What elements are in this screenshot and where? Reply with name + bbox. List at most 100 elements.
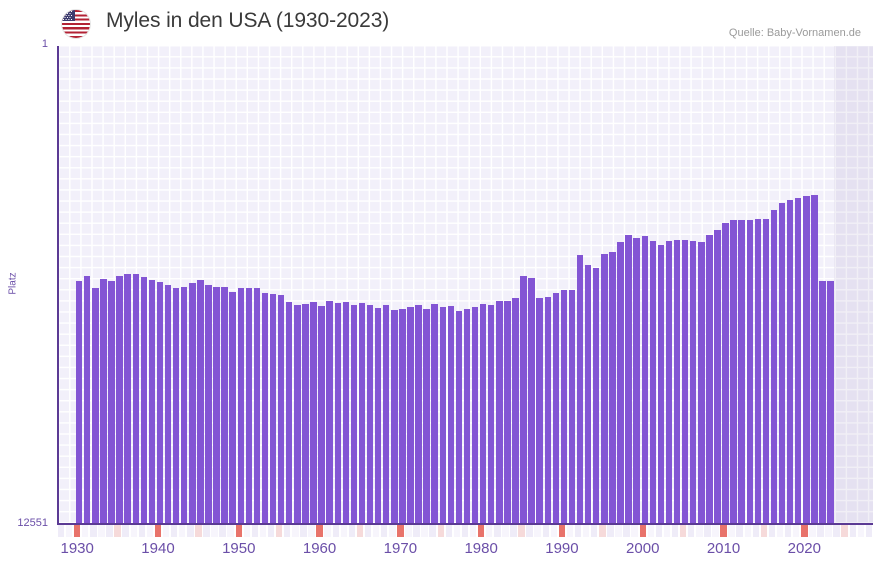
bar bbox=[770, 209, 778, 523]
bar bbox=[431, 304, 438, 523]
x-tick-cell bbox=[146, 525, 154, 537]
bar bbox=[84, 276, 91, 523]
x-tick-cell bbox=[663, 525, 671, 537]
bar bbox=[366, 305, 374, 523]
bar bbox=[504, 300, 511, 523]
bar bbox=[358, 302, 366, 523]
x-tick-cell bbox=[736, 525, 743, 537]
bar bbox=[108, 280, 115, 523]
bars-layer bbox=[59, 46, 873, 523]
x-tick-cell bbox=[73, 525, 81, 537]
x-tick-cell bbox=[558, 525, 566, 537]
x-axis-tick-label: 1990 bbox=[545, 540, 579, 557]
x-tick-cell bbox=[793, 525, 800, 537]
x-tick-cell bbox=[243, 525, 251, 537]
bar bbox=[811, 194, 818, 523]
x-tick-cell bbox=[405, 525, 412, 537]
x-tick-cell bbox=[494, 525, 501, 537]
bar bbox=[706, 234, 713, 523]
x-tick-cell bbox=[534, 525, 541, 537]
bar bbox=[269, 294, 277, 523]
bar bbox=[819, 280, 826, 523]
x-tick-cell bbox=[324, 525, 331, 537]
x-tick-cell bbox=[82, 525, 89, 537]
bar bbox=[714, 229, 721, 523]
x-tick-cell bbox=[211, 525, 218, 537]
x-tick-cell bbox=[526, 525, 533, 537]
x-tick-cell bbox=[421, 525, 428, 537]
bar bbox=[229, 291, 236, 523]
x-tick-cell bbox=[728, 525, 735, 537]
bar bbox=[738, 220, 745, 523]
bar bbox=[778, 202, 786, 523]
bar bbox=[593, 267, 600, 523]
bar bbox=[463, 309, 471, 523]
x-tick-cell bbox=[332, 525, 339, 537]
bar bbox=[132, 274, 139, 523]
bar bbox=[479, 304, 487, 523]
bar bbox=[786, 200, 794, 523]
bar bbox=[455, 310, 463, 523]
x-tick-cell bbox=[687, 525, 695, 537]
x-tick-cell bbox=[801, 525, 808, 537]
x-tick-cell bbox=[170, 525, 178, 537]
x-tick-cell bbox=[591, 525, 598, 537]
bar bbox=[601, 253, 608, 523]
x-axis-tick-label: 2010 bbox=[706, 540, 741, 557]
bar bbox=[415, 304, 422, 523]
bar bbox=[762, 218, 770, 523]
bar bbox=[164, 285, 172, 523]
bar bbox=[189, 283, 196, 523]
x-tick-cell bbox=[275, 525, 283, 537]
bar bbox=[649, 241, 657, 523]
x-tick-cell bbox=[437, 525, 444, 537]
chart-header: Myles in den USA (1930-2023) Quelle: Bab… bbox=[0, 0, 873, 46]
x-tick-cell bbox=[865, 525, 873, 537]
x-tick-cell bbox=[259, 525, 267, 537]
x-tick-cell bbox=[582, 525, 590, 537]
chart-title: Myles in den USA (1930-2023) bbox=[106, 9, 390, 32]
bar bbox=[75, 281, 83, 523]
us-flag-icon bbox=[62, 10, 90, 38]
x-tick-cell bbox=[631, 525, 638, 537]
bar bbox=[617, 241, 624, 523]
bar bbox=[294, 305, 301, 523]
x-tick-cell bbox=[542, 525, 549, 537]
bar bbox=[722, 222, 729, 523]
x-tick-cell bbox=[752, 525, 760, 537]
bar bbox=[350, 305, 358, 523]
x-tick-cell bbox=[90, 525, 97, 537]
bar bbox=[221, 287, 228, 523]
bar bbox=[633, 238, 640, 523]
bar bbox=[754, 218, 762, 523]
x-axis-tick-label: 1970 bbox=[383, 540, 418, 557]
bar bbox=[827, 280, 834, 523]
x-tick-cell bbox=[98, 525, 105, 537]
x-tick-cell bbox=[647, 525, 655, 537]
x-tick-cell bbox=[712, 525, 719, 537]
x-axis-tick-label: 1980 bbox=[464, 540, 498, 557]
x-tick-cell bbox=[655, 525, 663, 537]
bar bbox=[641, 236, 648, 523]
bar bbox=[253, 288, 261, 523]
y-axis-bottom-label: 12551 bbox=[17, 517, 48, 529]
x-tick-cell bbox=[671, 525, 679, 537]
bar bbox=[286, 302, 293, 523]
x-tick-cell bbox=[744, 525, 751, 537]
bar bbox=[334, 302, 341, 523]
x-tick-cell bbox=[348, 525, 356, 537]
x-tick-cell bbox=[300, 525, 307, 537]
x-tick-cell bbox=[776, 525, 784, 537]
plot-area bbox=[57, 46, 873, 523]
x-axis-tick-label: 1960 bbox=[302, 540, 337, 557]
x-tick-cell bbox=[566, 525, 574, 537]
bar bbox=[407, 307, 414, 523]
bar bbox=[496, 301, 503, 523]
bar bbox=[439, 307, 446, 523]
bar bbox=[374, 307, 382, 523]
x-tick-cell bbox=[203, 525, 210, 537]
x-tick-cell bbox=[510, 525, 517, 537]
bar bbox=[124, 274, 131, 523]
x-tick-cell bbox=[469, 525, 477, 537]
